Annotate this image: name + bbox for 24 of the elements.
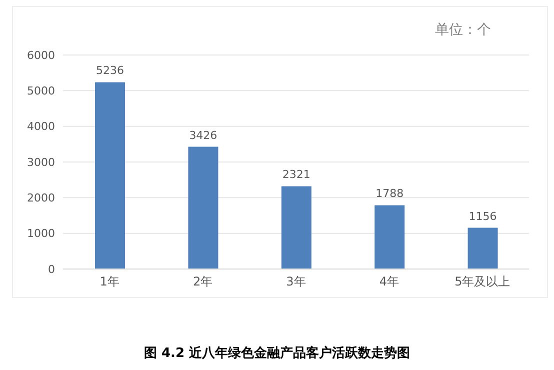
y-tick-label: 0: [48, 262, 55, 276]
bar: [468, 228, 498, 269]
bar: [281, 186, 312, 269]
y-tick-label: 5000: [27, 84, 55, 98]
y-tick-label: 1000: [27, 227, 55, 240]
bar: [95, 82, 125, 269]
bar: [188, 146, 218, 269]
y-tick-label: 3000: [27, 156, 55, 169]
chart-subtitle: 单位：个: [435, 21, 491, 39]
x-tick-label: 3年: [286, 274, 306, 289]
data-label: 1156: [468, 210, 497, 223]
bar: [374, 205, 405, 269]
y-tick-label: 4000: [27, 120, 55, 134]
text: 图 4.2 近八年绿色金融产品客户活跃数走势图: [142, 344, 412, 362]
y-tick-label: 6000: [27, 48, 55, 62]
data-label: 3426: [189, 128, 218, 142]
data-label: 2321: [282, 168, 310, 182]
y-tick-label: 2000: [27, 192, 55, 205]
x-tick-label: 5年及以上: [454, 274, 510, 289]
x-tick-label: 1年: [100, 274, 120, 289]
data-label: 5236: [96, 64, 124, 78]
x-tick-label: 4年: [379, 274, 400, 289]
x-tick-label: 2年: [192, 274, 213, 289]
data-label: 1788: [376, 187, 404, 200]
